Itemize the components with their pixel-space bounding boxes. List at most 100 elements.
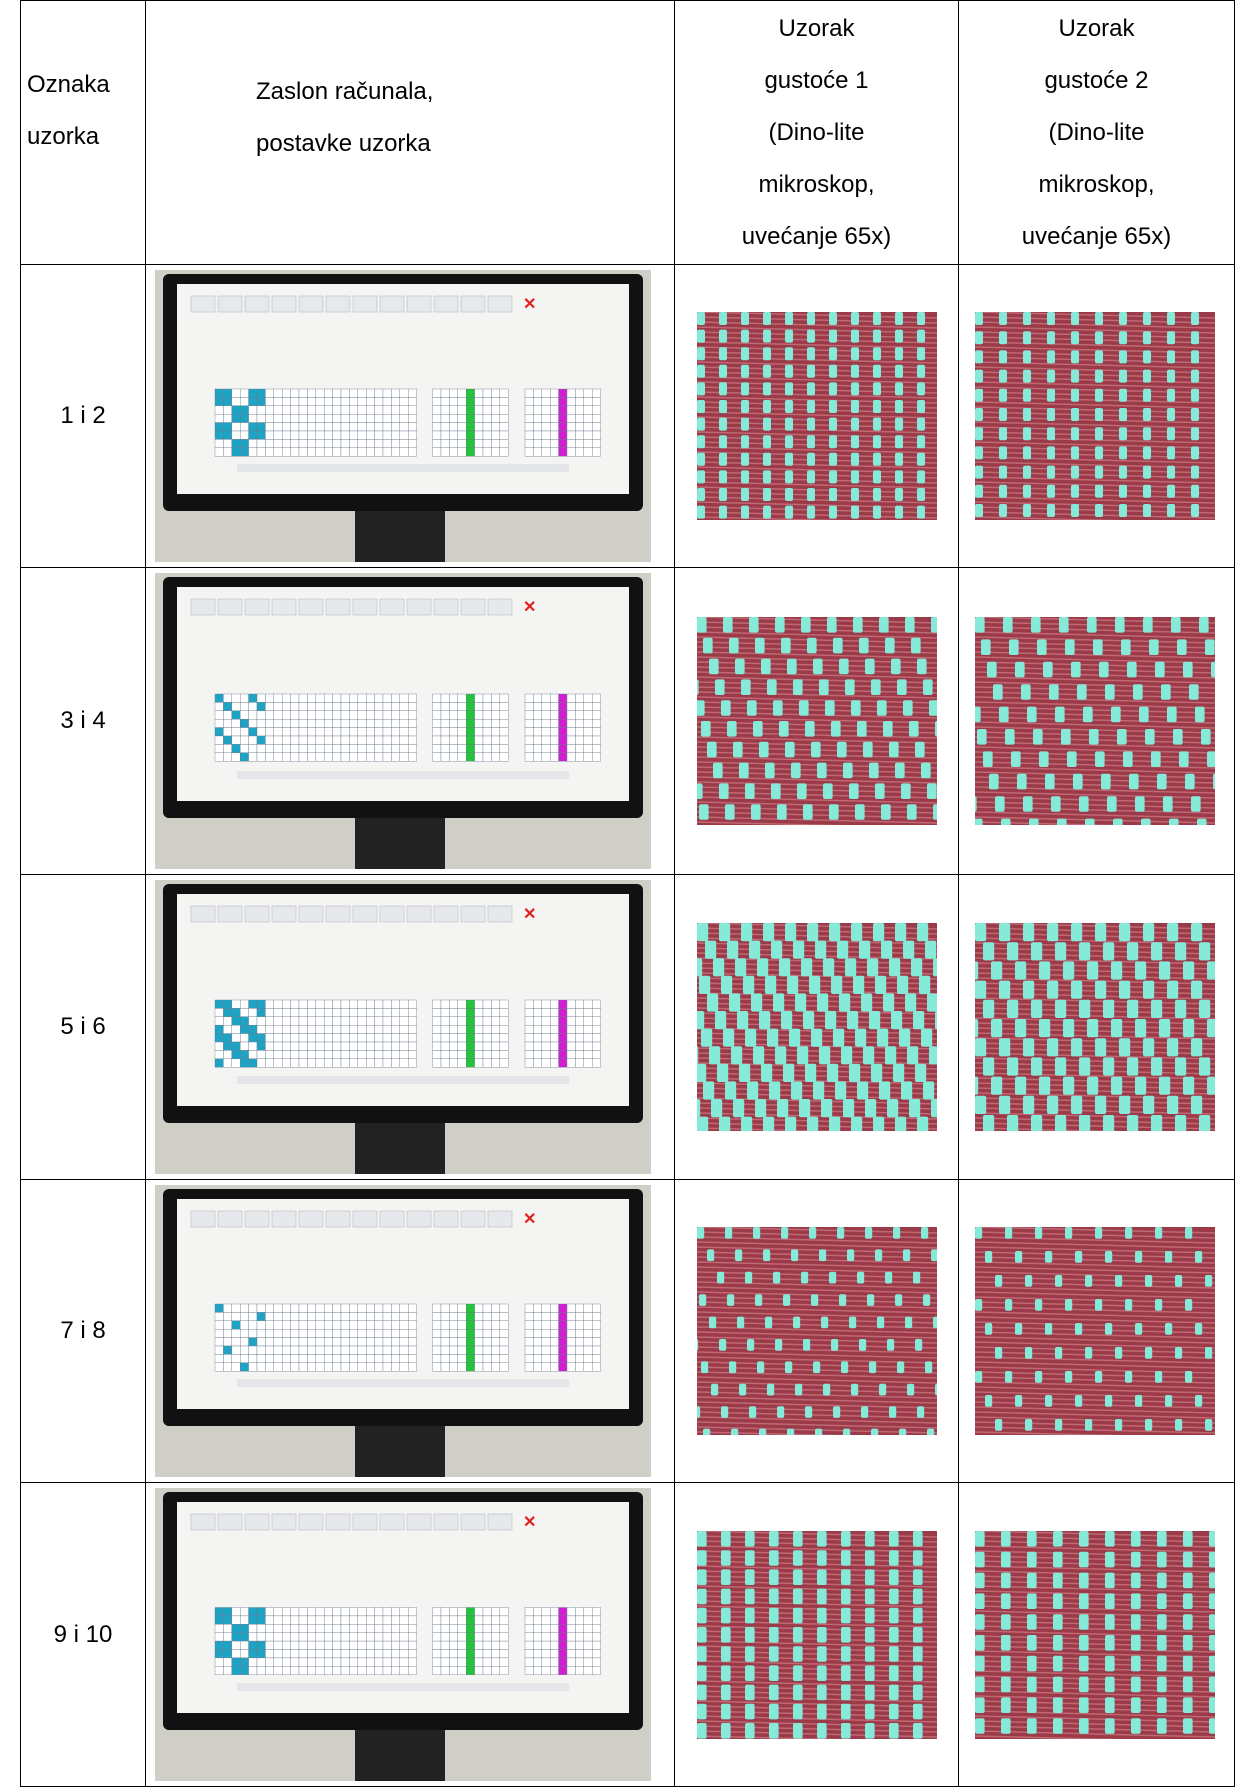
grid-cell (265, 1354, 275, 1363)
float (773, 1271, 781, 1284)
grid-cell (449, 1640, 458, 1650)
grid-cell (323, 1328, 333, 1338)
float (1079, 1530, 1089, 1547)
grid-cell (566, 1008, 576, 1017)
float (1195, 1395, 1203, 1407)
float (869, 762, 879, 779)
grid-cell (524, 1008, 534, 1017)
grid-cell (298, 727, 308, 737)
image-cell (958, 1482, 1235, 1787)
grid-cell (482, 1008, 492, 1017)
grid-cell (482, 413, 492, 423)
grid-cell (533, 1632, 542, 1642)
float (925, 1361, 933, 1374)
grid-cell (265, 702, 275, 711)
grid-cell (315, 1666, 325, 1675)
grid-cell (273, 447, 283, 457)
grid-cell (391, 1033, 400, 1043)
grid-cell (491, 1320, 500, 1330)
float (1001, 1613, 1011, 1630)
yarn (975, 937, 1215, 945)
grid-cell (524, 1354, 534, 1363)
float (1205, 1275, 1213, 1287)
grid-cell (349, 735, 358, 745)
grid-cell (374, 1666, 384, 1675)
grid-cell (332, 735, 342, 745)
grid-cell (332, 744, 342, 753)
grid-cell (323, 1345, 333, 1355)
grid-cell (457, 1024, 467, 1034)
float (1191, 465, 1199, 479)
grid-cell (382, 1640, 392, 1650)
grid-cell (307, 1607, 316, 1617)
grid-cell (407, 430, 417, 440)
float (741, 400, 749, 413)
grid-cell (298, 397, 308, 407)
float (1105, 1696, 1115, 1713)
grid-cell (307, 1632, 316, 1642)
grid-cell (223, 405, 233, 415)
float (719, 329, 727, 343)
yarn (975, 1286, 1215, 1294)
grid-cell (482, 1624, 492, 1633)
yarn (697, 1127, 848, 1131)
float (1015, 1251, 1023, 1263)
grid-cell (474, 388, 484, 398)
grid-cell (466, 1624, 475, 1633)
float (1105, 1323, 1113, 1335)
float (1001, 818, 1011, 825)
grid-cell (315, 1632, 325, 1642)
grid-cell (374, 413, 384, 423)
float (1105, 684, 1115, 700)
grid-cell (524, 1024, 534, 1034)
grid-cell (558, 1362, 568, 1372)
float (1079, 1572, 1089, 1588)
grid-cell (457, 397, 467, 407)
float (725, 1227, 733, 1239)
yarn (975, 1564, 1215, 1573)
grid-cell (566, 1328, 576, 1338)
float (707, 1249, 715, 1262)
grid-cell (566, 405, 576, 415)
grid-cell (365, 1666, 375, 1675)
grid-cell (307, 1033, 316, 1043)
float (817, 1703, 827, 1719)
grid-cell (349, 1058, 358, 1068)
grid-cell (541, 1649, 551, 1659)
grid-cell (440, 1303, 450, 1313)
float (697, 1664, 707, 1681)
grid-cell (491, 1033, 500, 1043)
grid-cell (440, 1320, 450, 1330)
grid-cell (499, 999, 509, 1009)
float (745, 1568, 755, 1585)
yarn (697, 1261, 937, 1269)
grid-cell (231, 1041, 241, 1051)
toolbar-button (352, 598, 378, 616)
float (1145, 1275, 1153, 1287)
grid-cell (298, 1354, 308, 1363)
header-line: (Dino-lite (768, 118, 865, 146)
grid-cell (273, 1303, 283, 1313)
grid-cell (575, 430, 584, 440)
grid-cell (307, 430, 316, 440)
grid-cell (466, 397, 475, 407)
float (1007, 942, 1019, 961)
float (829, 470, 837, 484)
grid-cell (382, 727, 392, 737)
float (1095, 504, 1103, 517)
grid-cell (231, 439, 241, 448)
grid-cell (457, 1362, 467, 1372)
float (697, 958, 703, 977)
grid-cell (357, 718, 367, 728)
grid-cell (307, 447, 316, 457)
grid-cell (558, 388, 568, 398)
grid-cell (466, 1615, 475, 1625)
float (837, 1227, 845, 1239)
float (1025, 1347, 1033, 1359)
float (1183, 1530, 1193, 1547)
grid-cell (533, 447, 542, 457)
float (917, 1116, 929, 1131)
float (889, 1607, 899, 1623)
grid-cell (374, 718, 384, 728)
float (697, 1530, 707, 1547)
